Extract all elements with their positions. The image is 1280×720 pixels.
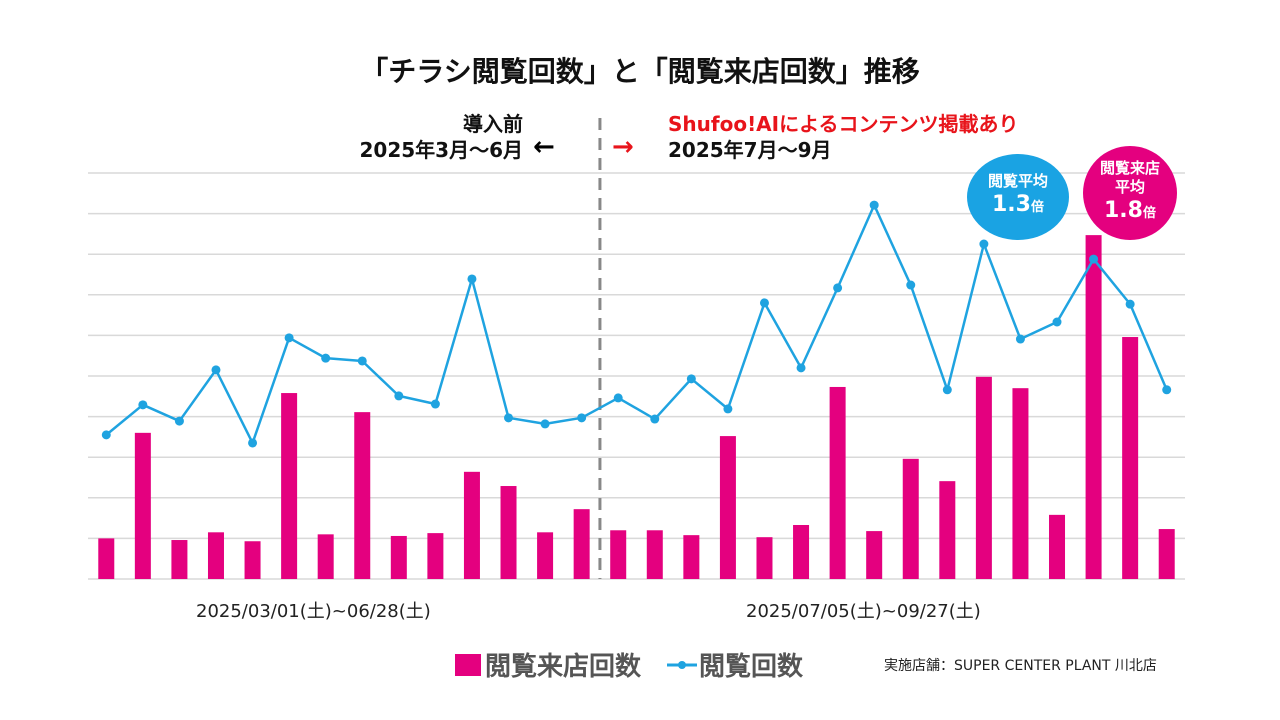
bar (866, 531, 883, 579)
line-point (906, 280, 916, 290)
bar (1085, 235, 1102, 580)
line-point (759, 298, 769, 308)
bubble-label: 閲覧平均 (987, 172, 1048, 190)
bar (573, 509, 590, 579)
line-point (394, 391, 404, 401)
line-point (174, 416, 184, 426)
bar (390, 535, 407, 579)
bar (354, 412, 371, 579)
line-point (723, 404, 733, 414)
bubble-value: 1.3 (992, 192, 1031, 217)
legend: 閲覧来店回数 閲覧回数 (455, 646, 803, 683)
legend-line-swatch-icon (667, 660, 698, 669)
bar (793, 525, 810, 579)
bar (244, 541, 261, 579)
bar (171, 540, 188, 579)
right-arrow-icon: → (612, 132, 634, 162)
line-point (504, 413, 514, 423)
line-point (942, 385, 952, 395)
line-point (540, 419, 550, 429)
line-point (211, 365, 221, 375)
line-point (1162, 385, 1172, 395)
bar (98, 538, 115, 579)
legend-bars-label: 閲覧来店回数 (485, 652, 642, 682)
line-point (101, 430, 111, 440)
line-point (650, 414, 660, 424)
period-before-label: 2025/03/01(土)~06/28(土) (196, 601, 431, 622)
chart-title: 「チラシ閲覧回数」と「閲覧来店回数」推移 (360, 55, 920, 88)
left-arrow-icon: ← (533, 132, 555, 162)
series-line (105, 203, 1168, 445)
line-point (467, 274, 477, 284)
views-average-bubble: 閲覧平均 1.3倍 (967, 154, 1069, 240)
bar (1158, 529, 1175, 579)
line-point (1052, 317, 1062, 327)
bar (427, 533, 444, 579)
bubble-unit: 倍 (1030, 200, 1044, 215)
bar (646, 530, 663, 579)
before-header: 導入前 2025年3月～6月 (360, 111, 524, 163)
bar (500, 486, 517, 579)
bar (134, 432, 151, 579)
before-label: 導入前 (463, 112, 523, 136)
bar (317, 534, 334, 579)
visits-average-bubble: 閲覧来店 平均 1.8倍 (1083, 146, 1177, 240)
line-point (686, 374, 696, 384)
line-point (1015, 334, 1025, 344)
line-point (284, 333, 294, 343)
bar (719, 436, 736, 579)
legend-bar-swatch-icon (455, 653, 481, 676)
line-point (1089, 254, 1099, 264)
bar (1049, 514, 1066, 579)
bar (902, 458, 919, 579)
line-point (248, 438, 258, 448)
line-point (833, 283, 843, 293)
after-label: Shufoo!AIによるコンテンツ掲載あり (668, 112, 1019, 136)
bar (537, 532, 554, 579)
bar (829, 386, 846, 579)
line-point (357, 356, 367, 366)
bar (1122, 337, 1139, 579)
line-point (979, 239, 989, 249)
bar (683, 535, 700, 579)
bubble-value: 1.8 (1104, 197, 1143, 223)
after-header: Shufoo!AIによるコンテンツ掲載あり 2025年7月～9月 (668, 111, 1019, 163)
store-note: 実施店舗：SUPER CENTER PLANT 川北店 (884, 658, 1157, 674)
bar (610, 530, 627, 579)
line-point (430, 399, 440, 409)
bar (756, 537, 773, 579)
line-point (869, 200, 879, 210)
bar (281, 393, 298, 579)
bubble-label: 平均 (1114, 177, 1145, 196)
line-point (321, 353, 331, 363)
line-point (796, 363, 806, 373)
bar (975, 376, 992, 579)
bar (463, 471, 480, 579)
bubble-label: 閲覧来店 (1099, 158, 1160, 177)
line-point (577, 413, 587, 423)
period-after-label: 2025/07/05(土)~09/27(土) (746, 601, 981, 622)
legend-line-label: 閲覧回数 (699, 652, 804, 682)
bubble-unit: 倍 (1142, 205, 1156, 221)
bar (1012, 388, 1029, 579)
bar (207, 532, 224, 579)
line-point (1125, 299, 1135, 309)
before-period: 2025年3月～6月 (359, 138, 524, 162)
line-point (138, 400, 148, 410)
bar (939, 481, 956, 579)
after-period: 2025年7月～9月 (668, 138, 832, 162)
line-point (613, 393, 623, 403)
